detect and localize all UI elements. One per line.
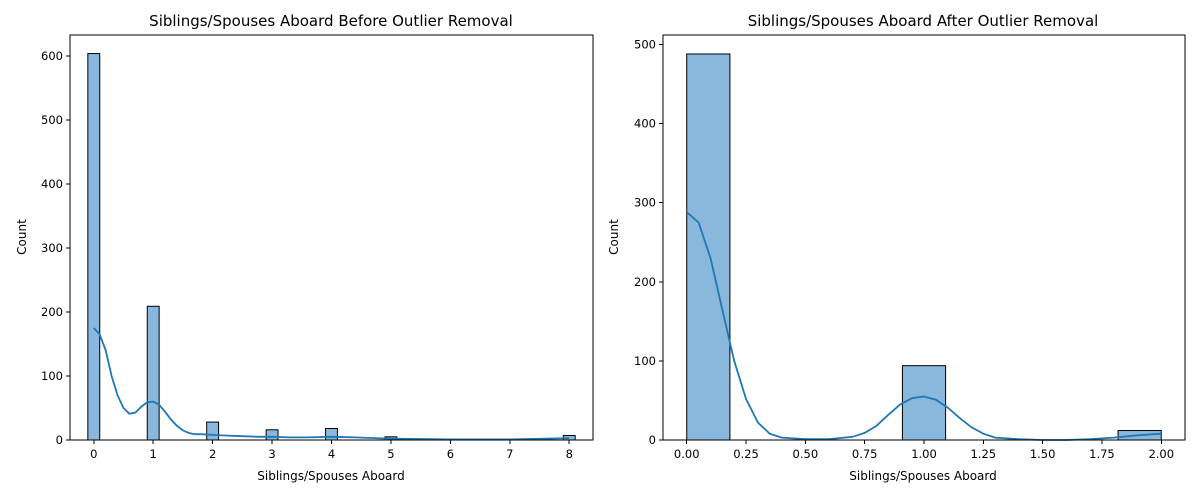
y-tick-label: 200 — [41, 305, 63, 319]
x-ticks: 0 1 2 3 4 5 6 7 8 — [90, 440, 573, 461]
plot-frame — [69, 34, 594, 441]
x-tick-label: 8 — [566, 447, 573, 461]
y-tick-label: 100 — [41, 369, 63, 383]
y-tick-label: 400 — [41, 177, 63, 191]
y-tick-label: 600 — [41, 49, 63, 63]
histogram-bar — [901, 365, 947, 441]
bars — [686, 53, 1162, 441]
bars — [87, 53, 576, 441]
chart-title: Siblings/Spouses Aboard Before Outlier R… — [149, 12, 513, 30]
x-axis-label: Siblings/Spouses Aboard — [849, 469, 997, 483]
histogram-bar — [146, 305, 160, 441]
x-tick-label: 1.50 — [1030, 447, 1056, 461]
y-tick-label: 300 — [41, 241, 63, 255]
x-tick-label: 1.00 — [911, 447, 937, 461]
y-ticks: 0 100 200 300 400 500 — [634, 37, 663, 447]
chart-after: Siblings/Spouses Aboard After Outlier Re… — [607, 12, 1186, 483]
x-ticks: 0.00 0.25 0.50 0.75 1.00 1.25 1.50 1.75 2.00 — [674, 440, 1174, 461]
y-tick-label: 0 — [56, 433, 63, 447]
x-tick-label: 0.25 — [733, 447, 759, 461]
x-tick-label: 1 — [150, 447, 157, 461]
y-tick-label: 300 — [634, 196, 656, 210]
x-tick-label: 3 — [268, 447, 275, 461]
histogram-bar — [265, 429, 279, 441]
x-tick-label: 0.00 — [674, 447, 700, 461]
x-tick-label: 1.75 — [1089, 447, 1115, 461]
x-tick-label: 7 — [506, 447, 513, 461]
x-tick-label: 5 — [387, 447, 394, 461]
x-axis-label: Siblings/Spouses Aboard — [257, 469, 405, 483]
y-tick-label: 200 — [634, 275, 656, 289]
y-tick-label: 400 — [634, 117, 656, 131]
y-tick-label: 500 — [634, 37, 656, 51]
chart-title: Siblings/Spouses Aboard After Outlier Re… — [748, 12, 1099, 30]
x-tick-label: 0 — [90, 447, 97, 461]
histogram-bar — [87, 53, 101, 441]
y-axis-label: Count — [607, 219, 621, 255]
x-tick-label: 0.50 — [793, 447, 819, 461]
histogram-bar — [206, 421, 220, 441]
x-tick-label: 6 — [447, 447, 454, 461]
x-tick-label: 0.75 — [852, 447, 878, 461]
x-tick-label: 4 — [328, 447, 335, 461]
x-tick-label: 2.00 — [1148, 447, 1174, 461]
x-tick-label: 2 — [209, 447, 216, 461]
histogram-bar — [686, 53, 731, 441]
y-ticks: 0 100 200 300 400 500 600 — [41, 49, 70, 447]
y-tick-label: 0 — [649, 433, 656, 447]
y-tick-label: 100 — [634, 354, 656, 368]
y-tick-label: 500 — [41, 113, 63, 127]
histogram-bar — [325, 427, 338, 441]
plot-frame — [662, 34, 1186, 441]
x-tick-label: 1.25 — [971, 447, 997, 461]
kde-line — [93, 327, 570, 441]
chart-before: Siblings/Spouses Aboard Before Outlier R… — [15, 12, 594, 483]
y-axis-label: Count — [15, 219, 29, 255]
